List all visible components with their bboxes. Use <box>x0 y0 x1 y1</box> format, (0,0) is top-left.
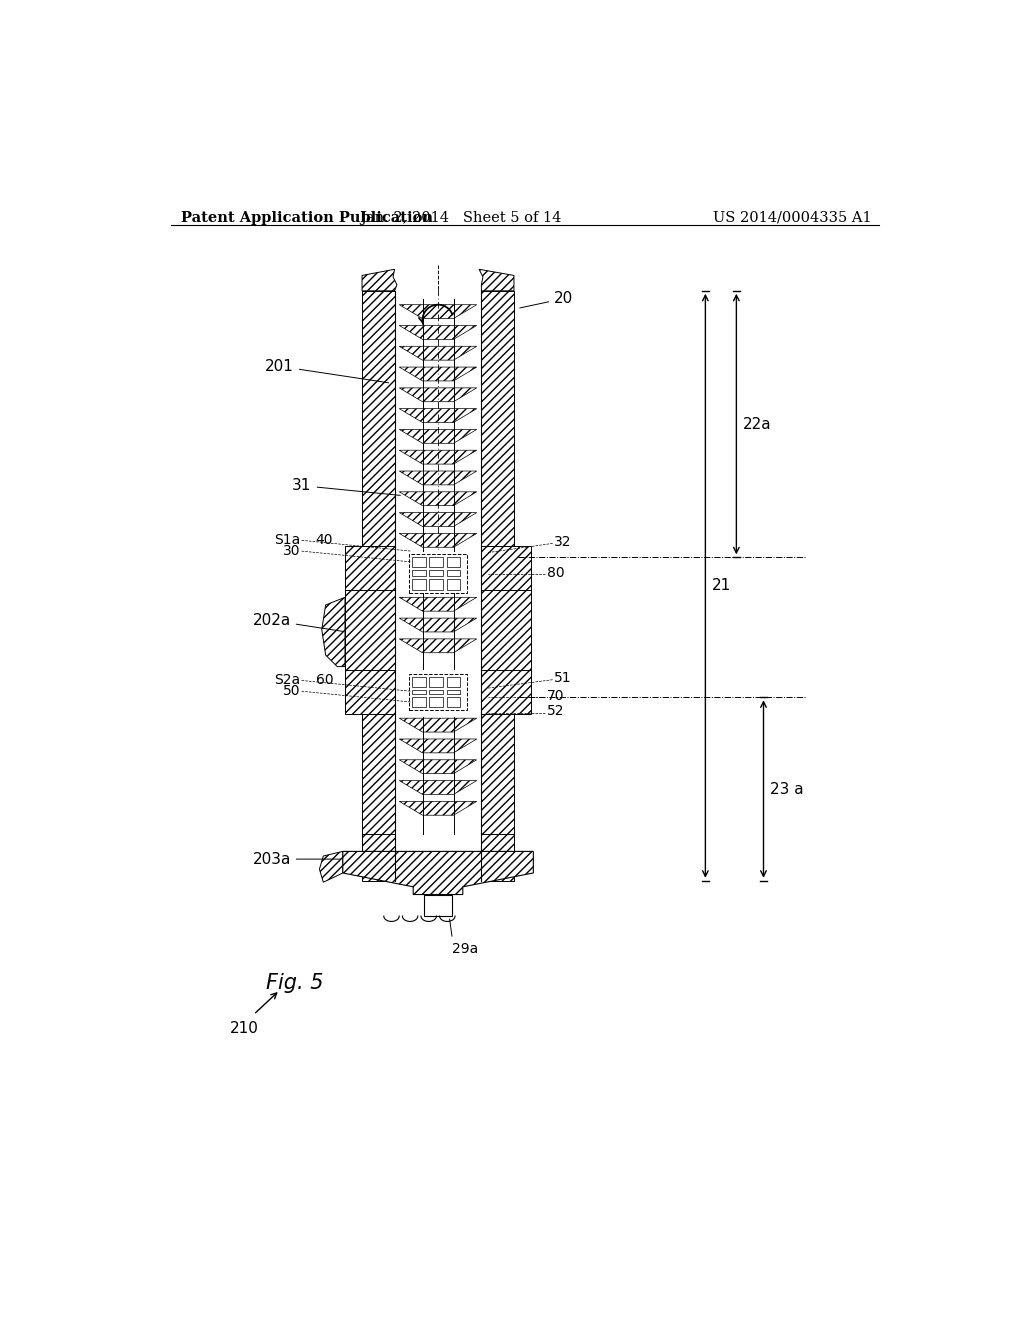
Bar <box>424 895 452 916</box>
Polygon shape <box>345 590 394 671</box>
Polygon shape <box>322 598 345 667</box>
Text: S2a: S2a <box>274 673 300 688</box>
Bar <box>413 570 426 576</box>
Text: 60: 60 <box>315 673 333 688</box>
Polygon shape <box>399 409 477 422</box>
Text: 22a: 22a <box>742 417 771 432</box>
Text: 32: 32 <box>554 535 571 549</box>
Text: 20: 20 <box>520 290 573 308</box>
Polygon shape <box>399 639 477 653</box>
Polygon shape <box>399 801 477 816</box>
Bar <box>429 697 443 708</box>
Bar <box>410 554 467 593</box>
Text: 51: 51 <box>554 671 571 685</box>
Bar <box>446 697 461 708</box>
Polygon shape <box>399 346 477 360</box>
Polygon shape <box>399 598 477 611</box>
Text: Fig. 5: Fig. 5 <box>266 973 324 993</box>
Text: 52: 52 <box>547 705 564 718</box>
Bar <box>413 689 426 694</box>
Polygon shape <box>481 290 514 880</box>
Polygon shape <box>399 492 477 506</box>
Polygon shape <box>399 471 477 484</box>
Text: 70: 70 <box>547 689 564 702</box>
Polygon shape <box>399 450 477 465</box>
Bar <box>446 689 461 694</box>
Text: Jan. 2, 2014   Sheet 5 of 14: Jan. 2, 2014 Sheet 5 of 14 <box>360 211 562 224</box>
Polygon shape <box>399 739 477 752</box>
Polygon shape <box>399 718 477 733</box>
Polygon shape <box>479 269 514 290</box>
Polygon shape <box>319 851 343 882</box>
Polygon shape <box>399 780 477 795</box>
Text: S1a: S1a <box>273 533 300 548</box>
Text: 23 a: 23 a <box>770 781 803 796</box>
Polygon shape <box>481 671 531 714</box>
Bar <box>429 570 443 576</box>
Polygon shape <box>481 546 531 590</box>
Text: US 2014/0004335 A1: US 2014/0004335 A1 <box>714 211 872 224</box>
Bar <box>446 557 461 568</box>
Text: 80: 80 <box>547 566 564 579</box>
Bar <box>413 579 426 590</box>
Bar <box>429 689 443 694</box>
Bar <box>413 677 426 686</box>
Polygon shape <box>345 546 394 590</box>
Polygon shape <box>362 290 394 880</box>
Polygon shape <box>362 269 397 290</box>
Polygon shape <box>399 533 477 548</box>
Polygon shape <box>399 760 477 774</box>
Polygon shape <box>399 326 477 339</box>
Polygon shape <box>481 834 514 851</box>
Polygon shape <box>399 512 477 527</box>
Bar <box>429 557 443 568</box>
Bar <box>413 697 426 708</box>
Text: 202a: 202a <box>253 612 344 631</box>
Polygon shape <box>399 367 477 381</box>
Polygon shape <box>345 671 394 714</box>
Bar <box>446 579 461 590</box>
Bar <box>410 675 467 710</box>
Bar <box>429 579 443 590</box>
Text: 29a: 29a <box>452 942 478 956</box>
Bar <box>446 570 461 576</box>
Bar <box>429 677 443 686</box>
Text: 50: 50 <box>283 684 300 698</box>
Polygon shape <box>399 305 477 318</box>
Text: 201: 201 <box>265 359 389 383</box>
Text: 40: 40 <box>315 533 333 548</box>
Bar <box>413 557 426 568</box>
Bar <box>446 677 461 686</box>
Text: 30: 30 <box>283 544 300 558</box>
Text: Patent Application Publication: Patent Application Publication <box>180 211 433 224</box>
Polygon shape <box>362 834 394 851</box>
Text: 21: 21 <box>712 578 731 593</box>
Text: 203a: 203a <box>252 851 340 867</box>
Polygon shape <box>399 618 477 632</box>
Polygon shape <box>481 590 531 671</box>
Polygon shape <box>399 388 477 401</box>
Text: 210: 210 <box>229 1020 259 1036</box>
Text: 31: 31 <box>292 478 400 495</box>
Polygon shape <box>343 851 534 895</box>
Polygon shape <box>399 429 477 444</box>
